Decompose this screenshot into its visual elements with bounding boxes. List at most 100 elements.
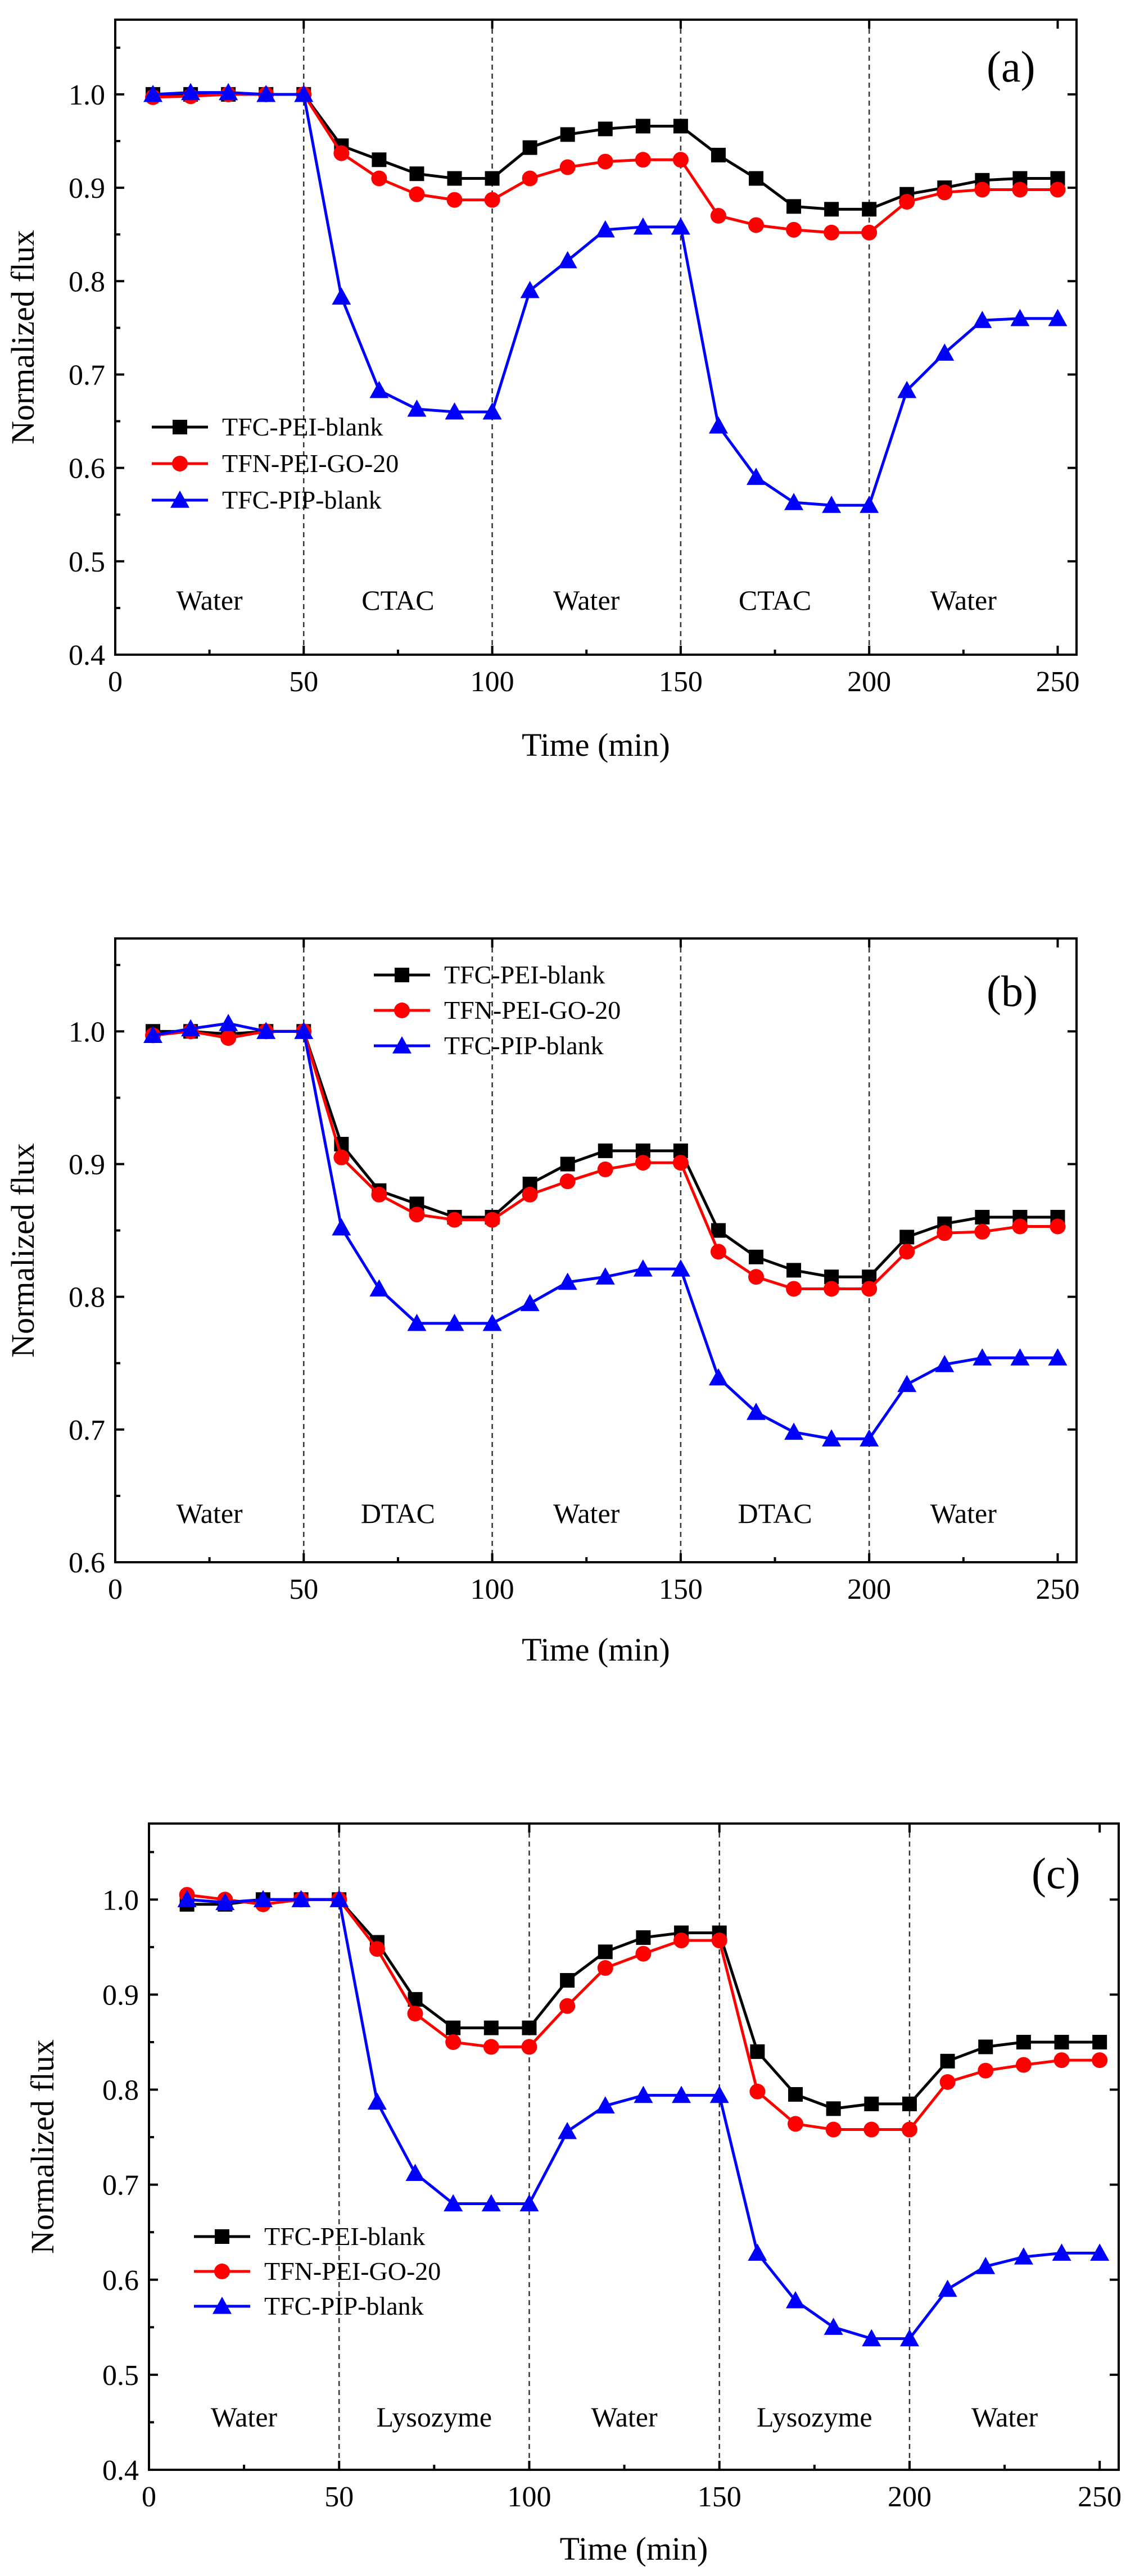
data-point	[635, 152, 651, 168]
data-point	[749, 171, 763, 186]
data-point	[672, 2085, 691, 2103]
series-TFC-PIP-blank	[143, 1014, 1068, 1446]
x-tick-label: 100	[471, 666, 514, 698]
data-point	[522, 2020, 537, 2035]
data-point	[747, 1403, 766, 1420]
data-point	[860, 496, 879, 513]
y-tick-label: 0.8	[69, 266, 105, 298]
region-label: Lysozyme	[377, 2401, 492, 2433]
x-axis-title: Time (min)	[560, 2530, 708, 2567]
data-point	[786, 2291, 805, 2309]
data-point	[369, 1279, 389, 1297]
region-label: Water	[177, 1498, 243, 1529]
data-point	[409, 186, 425, 202]
data-point	[371, 170, 387, 187]
data-point	[291, 1890, 311, 1907]
data-point	[861, 224, 878, 241]
data-point	[897, 380, 917, 398]
region-label: CTAC	[361, 584, 434, 616]
x-tick-label: 50	[289, 1573, 318, 1606]
data-point	[1050, 1218, 1066, 1235]
y-tick-label: 0.9	[69, 173, 105, 205]
panel-c-chart: 0 50 100 150 200 250 0.4 0.5 0.6 0.7 0.8 0.9 1.0 Time…	[24, 1822, 1122, 2567]
panel-tag: (b)	[987, 967, 1038, 1015]
data-point	[711, 147, 726, 162]
data-point	[1012, 1218, 1028, 1235]
x-tick-label: 150	[659, 666, 703, 698]
legend-marker	[215, 2229, 229, 2244]
legend-marker	[394, 1003, 410, 1018]
data-point	[407, 2006, 423, 2022]
data-point	[447, 171, 462, 186]
y-tick-label: 0.9	[102, 1979, 139, 2011]
data-point	[445, 2034, 462, 2050]
legend-label: TFC-PEI-blank	[222, 412, 383, 441]
data-point	[974, 182, 991, 198]
data-point	[143, 1026, 163, 1044]
data-point	[520, 1294, 540, 1312]
data-point	[976, 2257, 996, 2274]
data-point	[332, 287, 351, 305]
region-label: Water	[553, 1498, 619, 1529]
region-label: DTAC	[738, 1498, 812, 1529]
legend-marker	[172, 456, 188, 471]
series-TFN-PEI-GO-20	[145, 1023, 1066, 1297]
data-point	[595, 2096, 615, 2114]
data-point	[559, 1173, 576, 1190]
data-point	[1054, 2034, 1069, 2049]
data-point	[635, 1155, 651, 1171]
data-point	[749, 1249, 763, 1264]
region-label: DTAC	[361, 1498, 435, 1529]
data-point	[784, 493, 804, 510]
data-point	[143, 84, 163, 102]
data-point	[899, 1230, 915, 1245]
panel-b-chart: 0 50 100 150 200 250 0.6 0.7 0.8 0.9 1.0 Time (min)…	[4, 937, 1079, 1668]
data-point	[825, 2121, 842, 2138]
data-point	[710, 1244, 726, 1260]
data-point	[786, 199, 802, 214]
data-point	[1050, 182, 1066, 198]
data-point	[636, 1930, 651, 1945]
data-point	[784, 1422, 804, 1440]
data-point	[1048, 1348, 1068, 1366]
x-tick-label: 200	[847, 666, 891, 698]
data-point	[256, 1022, 276, 1039]
data-point	[522, 170, 538, 187]
data-point	[407, 1313, 427, 1331]
panel-tag: (c)	[1032, 1849, 1080, 1898]
data-point	[824, 2318, 843, 2335]
legend-label: TFC-PIP-blank	[264, 2292, 424, 2320]
series-TFC-PIP-blank	[177, 1890, 1110, 2347]
y-tick-label: 0.7	[102, 2170, 139, 2202]
data-point	[901, 2121, 917, 2138]
data-point	[332, 1218, 351, 1236]
data-point	[446, 192, 463, 208]
data-point	[597, 153, 613, 170]
x-tick-label: 100	[471, 1573, 514, 1606]
y-axis-title: Normalized flux	[4, 1143, 41, 1358]
data-point	[1092, 2034, 1107, 2049]
data-point	[973, 1348, 992, 1366]
data-point	[634, 2085, 653, 2103]
data-point	[560, 127, 575, 142]
data-point	[177, 1890, 197, 1907]
legend: TFC-PEI-blank TFN-PEI-GO-20 TFC-PIP-blank	[152, 412, 399, 514]
y-tick-label: 0.7	[69, 1414, 105, 1446]
data-point	[1012, 182, 1028, 198]
y-tick-label: 0.5	[102, 2360, 139, 2392]
legend-marker	[170, 491, 189, 508]
data-point	[1052, 2243, 1071, 2261]
data-point	[824, 202, 839, 217]
data-point	[482, 1313, 502, 1331]
plot-frame	[148, 1822, 1120, 2471]
data-point	[482, 402, 502, 420]
y-tick-label: 0.8	[102, 2075, 139, 2107]
data-point	[633, 217, 653, 235]
data-point	[747, 468, 766, 485]
data-point	[445, 1313, 464, 1331]
x-tick-label: 150	[698, 2481, 741, 2513]
data-point	[560, 1973, 575, 1988]
data-point	[861, 1281, 878, 1297]
series-line	[152, 1030, 1058, 1290]
data-point	[786, 221, 802, 238]
